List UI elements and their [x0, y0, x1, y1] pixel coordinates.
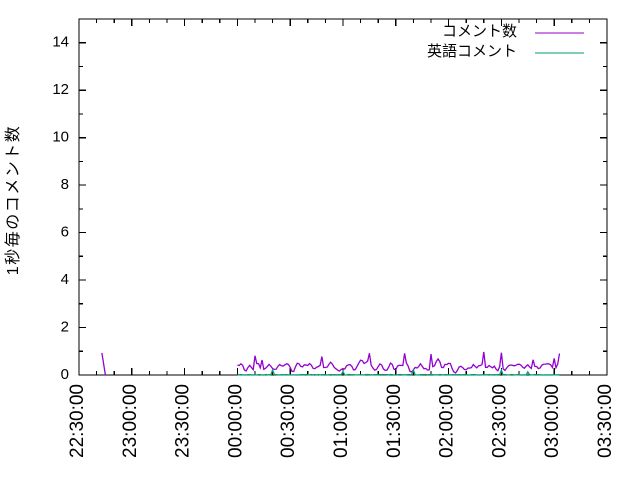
svg-text:22:30:00: 22:30:00 [67, 384, 88, 458]
svg-text:02:30:00: 02:30:00 [489, 384, 510, 458]
svg-text:03:00:00: 03:00:00 [542, 384, 563, 458]
svg-text:23:30:00: 23:30:00 [173, 384, 194, 458]
svg-text:01:00:00: 01:00:00 [331, 384, 352, 458]
svg-text:12: 12 [52, 81, 69, 98]
svg-text:10: 10 [52, 129, 69, 146]
svg-text:2: 2 [61, 319, 69, 336]
svg-text:03:30:00: 03:30:00 [595, 384, 616, 458]
svg-text:4: 4 [61, 271, 69, 288]
svg-text:コメント数: コメント数 [442, 23, 517, 40]
svg-text:23:00:00: 23:00:00 [120, 384, 141, 458]
svg-text:英語コメント: 英語コメント [427, 42, 517, 60]
svg-text:6: 6 [61, 224, 69, 241]
svg-text:0: 0 [61, 366, 69, 383]
svg-text:01:30:00: 01:30:00 [384, 384, 405, 458]
svg-text:00:00:00: 00:00:00 [225, 384, 246, 458]
svg-text:00:30:00: 00:30:00 [278, 384, 299, 458]
svg-text:02:00:00: 02:00:00 [437, 384, 458, 458]
svg-text:8: 8 [61, 176, 69, 193]
svg-text:14: 14 [52, 34, 69, 51]
